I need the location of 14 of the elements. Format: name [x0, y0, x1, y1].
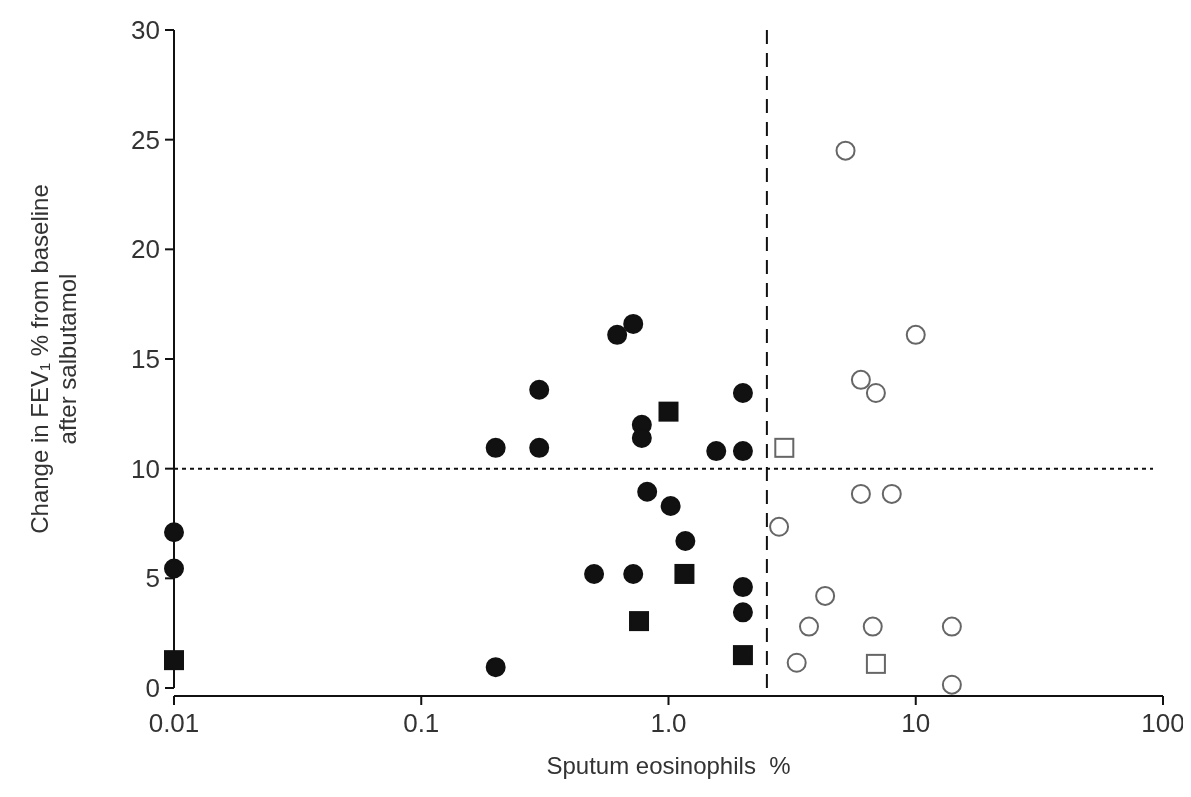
x-tick-label: 1.0: [650, 708, 687, 738]
y-tick-label: 5: [145, 563, 160, 594]
y-tick-label: 30: [131, 15, 160, 46]
y-axis-title: Change in FEV₁ % from baseline after salbutamol: [26, 184, 81, 534]
y-tick-label: 0: [145, 673, 160, 704]
x-tick-label: 100: [1141, 708, 1185, 738]
x-axis-title: Sputum eosinophils %: [546, 752, 791, 779]
y-tick-label: 15: [131, 344, 160, 375]
x-tick-label: 0.01: [148, 708, 200, 738]
y-tick-label: 20: [131, 234, 160, 265]
y-tick-label: 25: [131, 124, 160, 155]
x-tick-label: 0.1: [403, 708, 440, 738]
y-tick-label: 10: [131, 453, 160, 484]
x-tick-label: 10: [901, 708, 931, 738]
